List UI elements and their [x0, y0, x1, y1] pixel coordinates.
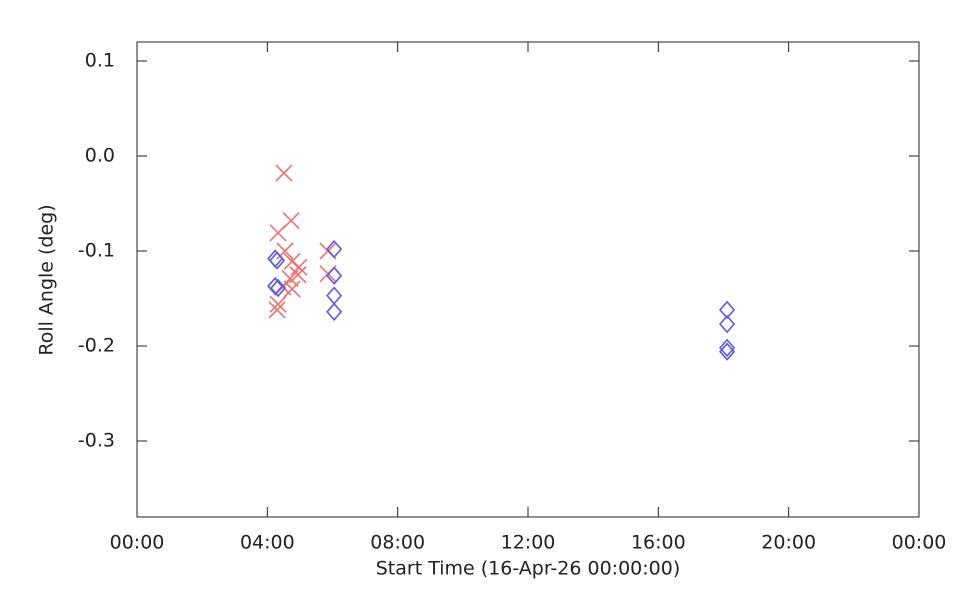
marker: [326, 266, 343, 285]
x-tick-label: 20:00: [761, 532, 816, 554]
marker: [268, 301, 286, 319]
x-tick-label: 04:00: [240, 532, 295, 554]
marker: [269, 251, 286, 270]
marker: [283, 280, 301, 298]
marker: [269, 224, 287, 242]
marker: [326, 286, 343, 305]
marker: [719, 300, 736, 320]
marker: [269, 295, 287, 313]
marker: [719, 338, 736, 358]
marker: [276, 242, 294, 260]
marker: [267, 276, 284, 296]
marker: [326, 302, 343, 322]
marker: [326, 239, 343, 259]
marker: [283, 252, 301, 271]
y-tick-label: 0.0: [85, 145, 115, 167]
x-tick-label: 00:00: [892, 532, 947, 554]
marker: [281, 269, 299, 288]
x-tick-label: 00:00: [110, 532, 165, 554]
plot-frame: [136, 41, 920, 518]
y-axis-label: Roll Angle (deg): [36, 204, 58, 355]
y-tick-label: -0.1: [78, 240, 115, 262]
marker: [290, 258, 308, 276]
marker: [270, 278, 287, 298]
marker: [275, 164, 293, 182]
x-axis-label: Start Time (16-Apr-26 00:00:00): [376, 558, 681, 580]
y-tick-label: 0.1: [85, 50, 115, 72]
x-tick-label: 12:00: [501, 532, 556, 554]
marker: [719, 342, 736, 361]
y-tick-label: -0.3: [78, 430, 115, 452]
x-tick-label: 16:00: [631, 532, 686, 554]
marker: [719, 314, 736, 334]
x-tick-label: 08:00: [370, 532, 425, 554]
y-tick-label: -0.2: [78, 335, 115, 357]
